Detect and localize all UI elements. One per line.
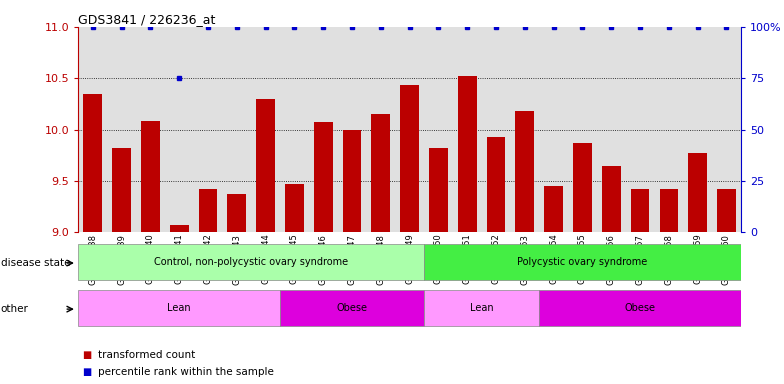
Bar xyxy=(424,244,741,280)
Bar xyxy=(424,290,539,326)
Bar xyxy=(429,148,448,232)
Bar xyxy=(78,244,424,280)
Bar xyxy=(372,114,390,232)
Bar xyxy=(539,290,741,326)
Bar xyxy=(659,189,678,232)
Bar xyxy=(516,111,534,232)
Bar xyxy=(544,186,563,232)
Text: Obese: Obese xyxy=(336,303,368,313)
Bar xyxy=(602,166,621,232)
Bar xyxy=(227,194,246,232)
Bar xyxy=(112,148,131,232)
Bar xyxy=(285,184,303,232)
Text: Lean: Lean xyxy=(168,303,191,313)
Text: ■: ■ xyxy=(82,350,92,360)
Bar xyxy=(343,129,361,232)
Bar xyxy=(688,153,707,232)
Bar xyxy=(78,290,280,326)
Text: ■: ■ xyxy=(82,367,92,377)
Bar xyxy=(280,290,424,326)
Text: Obese: Obese xyxy=(625,303,655,313)
Bar xyxy=(717,189,736,232)
Bar xyxy=(630,189,649,232)
Bar xyxy=(170,225,189,232)
Bar xyxy=(487,137,506,232)
Text: Polycystic ovary syndrome: Polycystic ovary syndrome xyxy=(517,257,648,267)
Bar xyxy=(198,189,217,232)
Bar xyxy=(314,122,332,232)
Text: percentile rank within the sample: percentile rank within the sample xyxy=(98,367,274,377)
Text: transformed count: transformed count xyxy=(98,350,195,360)
Text: Control, non-polycystic ovary syndrome: Control, non-polycystic ovary syndrome xyxy=(154,257,348,267)
Text: GDS3841 / 226236_at: GDS3841 / 226236_at xyxy=(78,13,216,26)
Text: Lean: Lean xyxy=(470,303,493,313)
Text: disease state: disease state xyxy=(1,258,71,268)
Text: other: other xyxy=(1,304,29,314)
Bar xyxy=(256,99,275,232)
Bar xyxy=(458,76,477,232)
Bar xyxy=(401,85,419,232)
Bar xyxy=(141,121,160,232)
Bar xyxy=(573,143,592,232)
Bar xyxy=(83,94,102,232)
